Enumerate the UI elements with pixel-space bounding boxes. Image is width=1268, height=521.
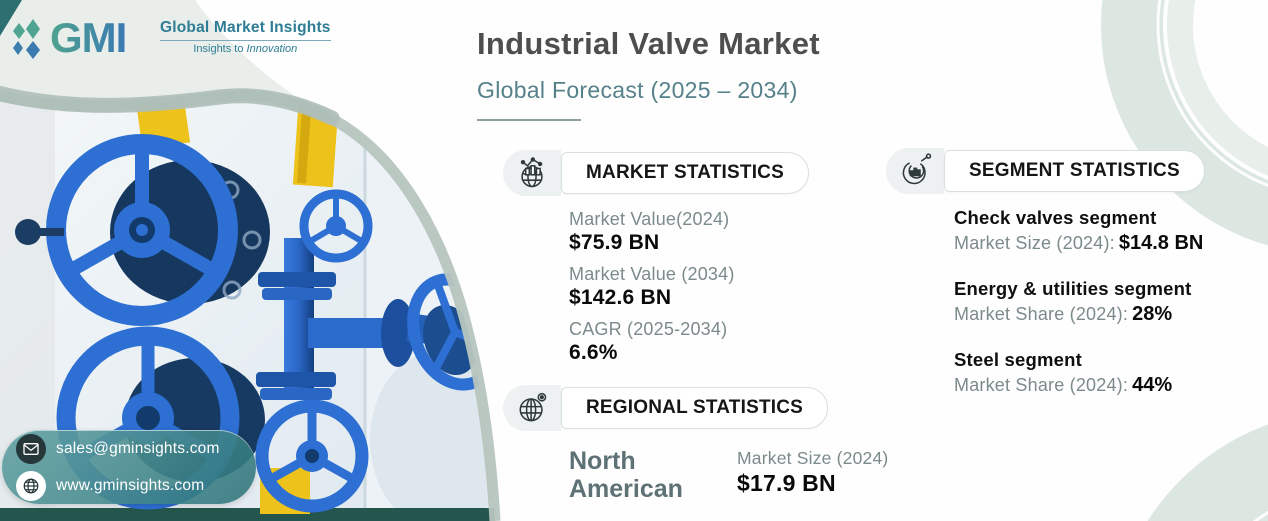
page-subtitle: Global Forecast (2025 – 2034) bbox=[477, 77, 798, 103]
website-globe-icon bbox=[16, 470, 46, 501]
market-statistics-heading: MARKET STATISTICS bbox=[561, 152, 809, 194]
stat-value: $75.9 BN bbox=[569, 231, 660, 254]
segment-label: Market Share (2024): bbox=[954, 375, 1129, 395]
regional-statistics-header: REGIONAL STATISTICS bbox=[503, 385, 888, 431]
globe-location-pin-icon bbox=[503, 385, 561, 431]
header-swoosh bbox=[0, 85, 340, 126]
stat-label: CAGR (2025-2034) bbox=[569, 319, 728, 339]
title-block: Industrial Valve Market Global Forecast … bbox=[477, 26, 917, 121]
regional-market-size: Market Size (2024) $17.9 BN bbox=[737, 448, 888, 497]
gmi-diamonds-icon bbox=[13, 19, 40, 59]
stat-value: $142.6 BN bbox=[569, 286, 672, 309]
website-link[interactable]: www.gminsights.com bbox=[16, 470, 256, 501]
market-statistics-section: MARKET STATISTICS Market Value(2024) $75… bbox=[503, 150, 809, 374]
contact-panel: sales@gminsights.com www.gminsights.com bbox=[2, 430, 256, 504]
brand-logo: GMI Global Market Insights Insights to I… bbox=[10, 13, 331, 61]
segment-value: 28% bbox=[1132, 303, 1173, 325]
region-name: North American bbox=[569, 447, 683, 503]
email-link[interactable]: sales@gminsights.com bbox=[16, 433, 256, 464]
stat-label: Market Value(2024) bbox=[569, 209, 730, 229]
segment-statistics-heading: SEGMENT STATISTICS bbox=[944, 150, 1205, 192]
page-title: Industrial Valve Market bbox=[477, 26, 820, 61]
segment-label: Market Share (2024): bbox=[954, 304, 1129, 324]
segment-name: Check valves segment bbox=[954, 207, 1157, 228]
corner-wedge bbox=[0, 0, 22, 36]
market-value-2034: Market Value (2034) $142.6 BN bbox=[569, 264, 809, 310]
energy-utilities-segment: Energy & utilities segment Market Share … bbox=[954, 278, 1205, 326]
segment-name: Energy & utilities segment bbox=[954, 278, 1192, 299]
email-icon bbox=[16, 433, 46, 464]
gmi-monogram: GMI bbox=[50, 14, 127, 60]
cagr: CAGR (2025-2034) 6.6% bbox=[569, 319, 809, 365]
stat-value: 6.6% bbox=[569, 341, 618, 364]
segment-statistics-header: SEGMENT STATISTICS bbox=[886, 148, 1205, 194]
check-valves-segment: Check valves segment Market Size (2024):… bbox=[954, 207, 1205, 255]
market-statistics-header: MARKET STATISTICS bbox=[503, 150, 809, 196]
tagline-emphasis: Innovation bbox=[246, 43, 298, 55]
tagline-prefix: Insights to bbox=[193, 43, 247, 55]
segment-value: 44% bbox=[1132, 374, 1173, 396]
regional-statistics-heading: REGIONAL STATISTICS bbox=[561, 387, 829, 429]
pie-chart-arrow-icon bbox=[886, 148, 944, 194]
gmi-letters: GMI bbox=[50, 14, 126, 60]
stat-value: $17.9 BN bbox=[737, 470, 836, 496]
website-address: www.gminsights.com bbox=[56, 476, 205, 494]
steel-segment: Steel segment Market Share (2024): 44% bbox=[954, 349, 1205, 397]
stat-label: Market Value (2034) bbox=[569, 264, 735, 284]
globe-bar-chart-icon bbox=[503, 150, 561, 196]
regional-statistics-section: REGIONAL STATISTICS North American Marke… bbox=[503, 385, 888, 503]
segment-value: $14.8 BN bbox=[1118, 232, 1204, 254]
segment-name: Steel segment bbox=[954, 349, 1083, 370]
brand-name: Global Market Insights bbox=[160, 19, 331, 36]
market-value-2024: Market Value(2024) $75.9 BN bbox=[569, 209, 809, 255]
segment-label: Market Size (2024): bbox=[954, 233, 1115, 253]
email-address: sales@gminsights.com bbox=[56, 439, 220, 457]
brand-divider bbox=[160, 40, 331, 41]
brand-tagline: Insights to Innovation bbox=[193, 43, 297, 55]
subtitle-underline bbox=[477, 119, 581, 121]
segment-statistics-section: SEGMENT STATISTICS Check valves segment … bbox=[886, 148, 1205, 420]
stat-label: Market Size (2024) bbox=[737, 448, 889, 468]
